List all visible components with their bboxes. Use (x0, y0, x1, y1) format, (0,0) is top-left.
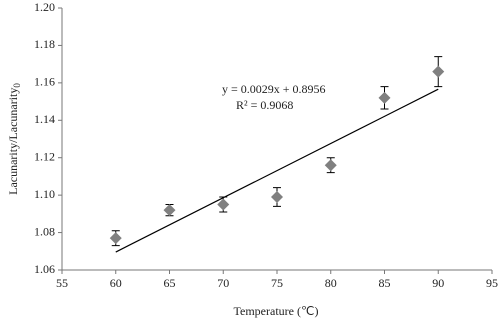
x-tick-label: 55 (56, 276, 68, 290)
y-tick-label: 1.12 (34, 149, 55, 163)
marker (109, 232, 122, 245)
y-tick-label: 1.18 (34, 37, 55, 51)
x-tick-label: 90 (432, 276, 444, 290)
x-axis-label: Temperature (℃) (234, 304, 319, 318)
marker (217, 198, 230, 211)
x-tick-label: 60 (110, 276, 122, 290)
y-tick-label: 1.08 (34, 224, 55, 238)
trendline (115, 88, 439, 253)
y-axis-label: Lacunarity/Lacunarity0 (6, 83, 22, 195)
y-tick-label: 1.20 (34, 0, 55, 14)
r-squared: R² = 0.9068 (236, 98, 293, 112)
marker (378, 91, 391, 104)
y-label-main: Lacunarity/Lacunarity (6, 88, 20, 195)
y-tick-label: 1.16 (34, 75, 55, 89)
x-tick-label: 95 (486, 276, 498, 290)
x-tick-label: 85 (379, 276, 391, 290)
marker (432, 65, 445, 78)
x-tick-label: 65 (164, 276, 176, 290)
marker (271, 191, 283, 204)
y-label-subscript: 0 (12, 83, 22, 88)
y-tick-label: 1.14 (34, 112, 55, 126)
y-tick-label: 1.06 (34, 262, 55, 276)
x-tick-label: 70 (217, 276, 229, 290)
marker (163, 204, 176, 217)
x-tick-label: 75 (271, 276, 283, 290)
marker (324, 159, 337, 172)
equation: y = 0.0029x + 0.8956 (222, 82, 326, 96)
x-tick-label: 80 (325, 276, 337, 290)
y-tick-label: 1.10 (34, 187, 55, 201)
